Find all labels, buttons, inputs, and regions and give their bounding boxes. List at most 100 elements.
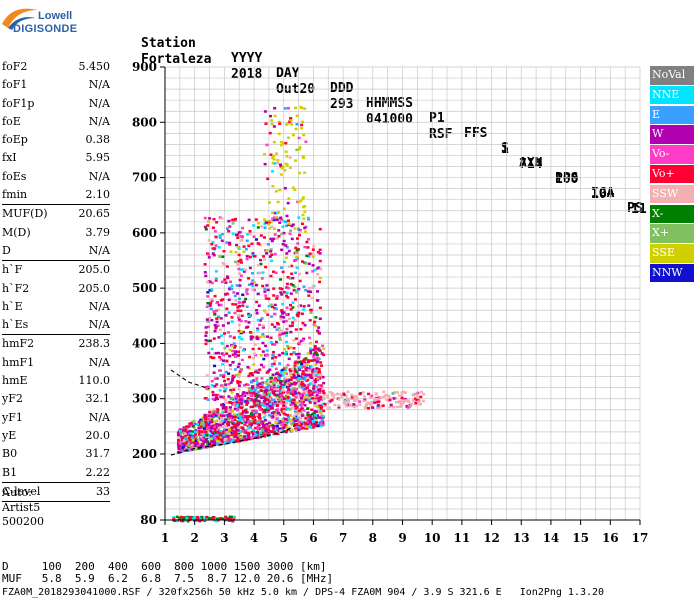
- echo-point: [237, 375, 241, 378]
- echo-point: [199, 425, 203, 428]
- echo-point: [205, 427, 209, 431]
- echo-point: [177, 445, 181, 448]
- echo-point: [285, 306, 289, 309]
- digisonde-logo: [0, 0, 78, 40]
- echo-point: [287, 222, 291, 225]
- echo-point: [237, 260, 241, 263]
- echo-point: [302, 308, 306, 311]
- x-tick-label: 4: [250, 531, 258, 545]
- echo-point: [244, 247, 248, 251]
- echo-point: [283, 408, 287, 411]
- param-row: fxI 5.95: [2, 149, 110, 167]
- echo-point: [273, 343, 277, 346]
- echo-point: [213, 294, 217, 298]
- echo-point: [259, 389, 263, 392]
- echo-point: [244, 268, 248, 272]
- echo-point: [267, 404, 271, 408]
- echo-point: [322, 393, 326, 397]
- echo-point: [274, 428, 278, 432]
- echo-point: [172, 517, 176, 521]
- echo-point: [363, 395, 367, 398]
- echo-point: [282, 397, 286, 401]
- echo-point: [176, 438, 180, 442]
- param-value: 32.1: [85, 392, 111, 406]
- echo-point: [288, 156, 292, 159]
- echo-point: [293, 410, 297, 413]
- echo-point: [321, 375, 325, 379]
- echo-point: [299, 425, 303, 428]
- param-row: MUF(D) 20.65: [2, 205, 110, 223]
- echo-point: [350, 393, 354, 397]
- echo-point: [299, 366, 303, 369]
- echo-point: [247, 426, 251, 429]
- echo-point: [283, 107, 287, 110]
- echo-point: [279, 163, 283, 166]
- echo-point: [252, 430, 256, 434]
- legend-item: NoVal: [650, 66, 694, 85]
- echo-point: [322, 353, 326, 357]
- echo-point: [301, 155, 305, 158]
- echo-point: [343, 398, 347, 402]
- param-name: hmF1: [2, 355, 35, 369]
- param-value: N/A: [88, 410, 110, 424]
- param-value: 5.95: [85, 151, 111, 165]
- echo-point: [239, 319, 243, 323]
- echo-point: [204, 228, 208, 231]
- echo-point: [281, 243, 285, 246]
- echo-point: [301, 213, 305, 217]
- param-value: 238.3: [78, 337, 111, 351]
- echo-point: [284, 244, 288, 247]
- echo-point: [209, 429, 213, 433]
- echo-point: [303, 361, 307, 364]
- echo-point: [195, 443, 199, 447]
- echo-point: [309, 365, 313, 368]
- echo-point: [300, 421, 304, 424]
- echo-point: [293, 318, 297, 322]
- echo-point: [366, 392, 370, 396]
- echo-point: [293, 369, 297, 372]
- echo-point: [279, 387, 283, 391]
- echo-point: [258, 382, 262, 385]
- param-row: yF1 N/A: [2, 409, 110, 427]
- echo-point: [262, 309, 266, 312]
- echo-point: [289, 282, 293, 286]
- echo-point: [231, 232, 235, 235]
- echo-point: [287, 249, 291, 253]
- echo-point: [314, 417, 318, 420]
- echo-point: [289, 292, 293, 295]
- echo-point: [288, 277, 292, 280]
- echo-point: [237, 231, 241, 234]
- echo-point: [266, 396, 270, 399]
- echo-point: [239, 368, 243, 372]
- echo-point: [303, 171, 307, 174]
- x-tick-label: 8: [369, 531, 377, 545]
- echo-point: [258, 319, 262, 322]
- echo-point: [214, 244, 218, 247]
- echo-point: [320, 398, 324, 401]
- echo-point: [256, 242, 260, 245]
- echo-point: [281, 312, 285, 315]
- echo-point: [261, 424, 265, 427]
- param-row: yF2 32.1: [2, 390, 110, 408]
- echo-point: [305, 363, 309, 367]
- echo-point: [318, 280, 322, 284]
- echo-point: [337, 398, 341, 401]
- echo-point: [369, 403, 373, 406]
- echo-point: [247, 420, 251, 424]
- echo-point: [262, 395, 266, 398]
- echo-point: [243, 431, 247, 434]
- echo-point: [281, 270, 285, 274]
- echo-point: [316, 347, 320, 351]
- echo-point: [207, 239, 211, 242]
- echo-point: [300, 384, 304, 387]
- echo-point: [276, 431, 280, 434]
- echo-point: [234, 303, 238, 306]
- echo-point: [298, 360, 302, 364]
- echo-point: [300, 123, 304, 127]
- echo-point: [237, 354, 241, 357]
- y-tick-label: 300: [132, 392, 157, 406]
- echo-point: [251, 379, 255, 382]
- echo-point: [234, 299, 238, 302]
- echo-point: [257, 304, 261, 307]
- echo-point: [316, 375, 320, 379]
